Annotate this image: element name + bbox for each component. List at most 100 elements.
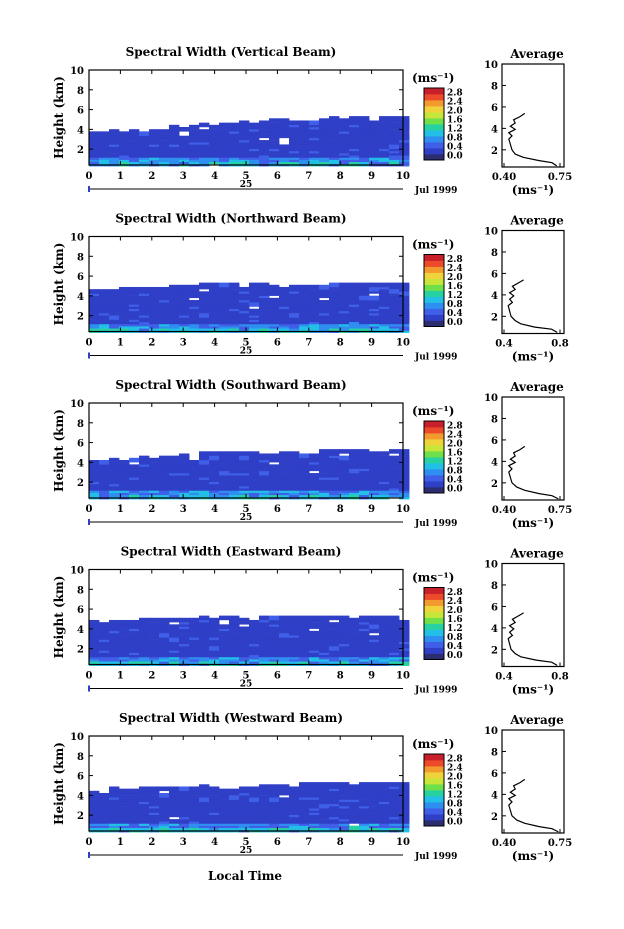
heatmap-cell — [229, 122, 240, 128]
average-y-tick-label: 2 — [491, 312, 498, 323]
heatmap-cell — [199, 451, 210, 456]
y-tick-label: 10 — [70, 66, 84, 77]
heatmap-cell — [219, 799, 230, 805]
heatmap-cell — [279, 118, 290, 123]
average-y-tick-label: 8 — [491, 248, 498, 259]
average-x-tick-label: 0.75 — [548, 172, 572, 183]
heatmap-cell — [99, 622, 110, 627]
heatmap-cell — [229, 788, 240, 794]
average-x-tick-label: 0.4 — [495, 672, 512, 683]
x-tick-label: 2 — [148, 504, 155, 515]
colorbar-tick-label: 1.2 — [447, 125, 463, 135]
average-y-tick-label: 6 — [491, 269, 498, 280]
colorbar-tick-label: 2.8 — [447, 588, 463, 598]
x-tick-label: 3 — [180, 837, 187, 848]
colorbar-tick-label: 1.2 — [447, 291, 463, 301]
heatmap-cell — [329, 297, 340, 303]
average-y-tick-label: 8 — [491, 581, 498, 592]
heatmap-cell — [389, 282, 400, 288]
colorbar-frame — [423, 420, 445, 494]
heatmap-cell — [109, 153, 120, 158]
y-axis-label: Height (km) — [52, 76, 66, 159]
colorbar-swatch — [424, 641, 444, 648]
heatmap-cell — [159, 617, 170, 623]
heatmap-cell — [169, 617, 180, 623]
heatmap-cell — [239, 302, 250, 307]
heatmap-cell — [89, 328, 100, 333]
heatmap-cell — [189, 129, 200, 134]
heatmap-cell — [149, 457, 160, 463]
heatmap-cell — [169, 786, 180, 792]
heatmap-cell — [269, 453, 280, 459]
heatmap-cell — [109, 457, 120, 463]
y-tick-label: 4 — [77, 458, 84, 469]
colorbar-swatch — [424, 629, 444, 636]
heatmap-cell — [169, 624, 180, 629]
y-tick-label: 8 — [77, 585, 84, 596]
heatmap-cell — [159, 140, 170, 145]
colorbar-swatch — [424, 790, 444, 797]
average-title: Average — [509, 713, 564, 727]
colorbar-tick-label: 0.0 — [447, 152, 463, 162]
x-tick-label: 1 — [117, 171, 124, 182]
heatmap-cell — [279, 626, 290, 632]
colorbar-tick-label: 0.4 — [447, 309, 463, 319]
colorbar-tick-label: 2.8 — [447, 755, 463, 765]
heatmap-cell — [249, 624, 260, 629]
x-tick-label: 1 — [117, 338, 124, 349]
x-tick-label: 8 — [337, 837, 344, 848]
y-tick-label: 2 — [77, 145, 84, 156]
heatmap-cell — [219, 297, 230, 303]
heatmap-cell — [229, 615, 240, 621]
heatmap-cell — [119, 291, 130, 296]
x-tick-label: 9 — [368, 837, 375, 848]
heatmap-cell — [389, 615, 400, 621]
heatmap-cell — [109, 475, 120, 480]
colorbar-tick-label: 0.4 — [447, 476, 463, 486]
heatmap-cell — [329, 282, 340, 288]
average-x-tick-label: 0.8 — [551, 339, 568, 350]
colorbar-swatch — [424, 124, 444, 131]
colorbar-swatch — [424, 260, 444, 267]
heatmap-cell — [239, 617, 250, 623]
x-tick-label: 6 — [274, 338, 281, 349]
heatmap-cell — [369, 786, 380, 792]
heatmap-cell — [389, 295, 400, 301]
heatmap-cell — [299, 284, 310, 290]
x-tick-label: 3 — [180, 671, 187, 682]
heatmap-cell — [269, 788, 280, 794]
heatmap-cell — [109, 129, 120, 134]
colorbar: (ms⁻¹) 0.00.40.81.21.62.02.42.8 — [412, 571, 463, 662]
heatmap-cell — [399, 131, 410, 136]
heatmap-cell — [149, 639, 160, 645]
colorbar-swatch — [424, 118, 444, 125]
heatmap-cell — [249, 302, 260, 307]
x-tick-label: 4 — [211, 837, 218, 848]
heatmap-cells — [89, 615, 410, 666]
heatmap-cell — [119, 460, 130, 465]
heatmap-cell — [209, 646, 220, 651]
heatmap-cell — [209, 124, 220, 130]
heatmap-cell — [99, 144, 110, 150]
day-label: 25 — [240, 347, 253, 357]
average-y-tick-label: 10 — [484, 227, 498, 238]
average-y-tick-label: 10 — [484, 393, 498, 404]
y-tick-label: 8 — [77, 86, 84, 97]
colorbar-swatch — [424, 308, 444, 315]
y-tick-label: 4 — [77, 292, 84, 303]
day-label: 25 — [240, 180, 253, 190]
average-y-tick-label: 10 — [484, 60, 498, 71]
heatmap-cell — [119, 475, 130, 480]
heatmap-cell — [89, 131, 100, 136]
heatmap-cell — [249, 793, 260, 798]
average-x-tick-label: 0.40 — [492, 172, 516, 183]
colorbar-swatch — [424, 427, 444, 434]
heatmap-cell — [259, 129, 270, 134]
heatmap-cell — [229, 795, 240, 800]
colorbar-swatch — [424, 278, 444, 285]
heatmap-cell — [399, 449, 410, 454]
colorbar-unit: (ms⁻¹) — [412, 404, 454, 418]
colorbar-frame — [423, 587, 445, 660]
heatmap-cell — [399, 326, 410, 331]
heatmap-cell — [329, 289, 340, 294]
